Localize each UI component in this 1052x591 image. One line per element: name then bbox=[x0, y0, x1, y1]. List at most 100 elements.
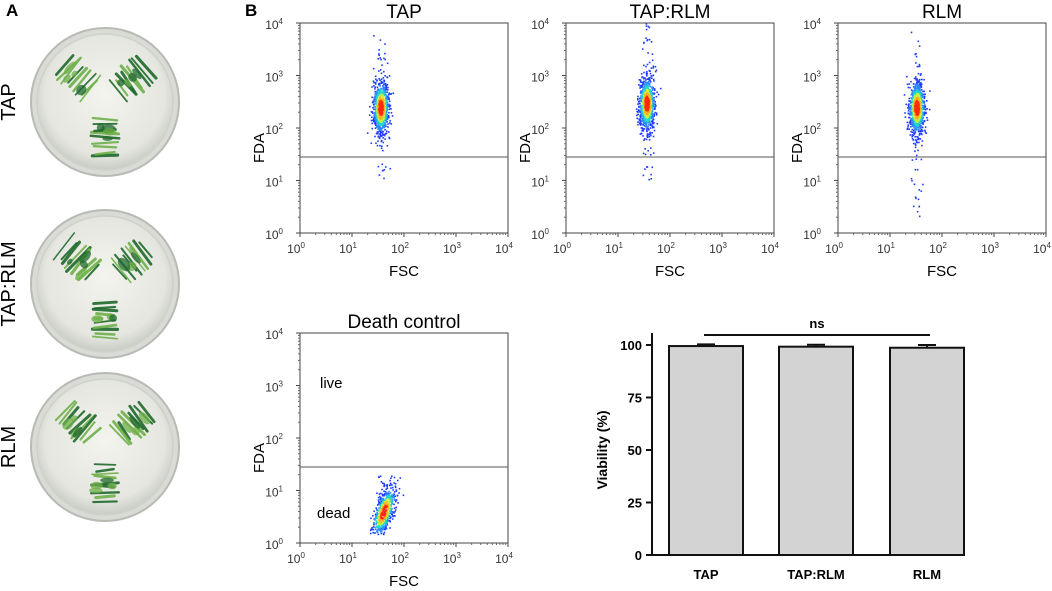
scatter-point bbox=[376, 511, 378, 514]
scatter-point bbox=[385, 519, 387, 522]
scatter-point bbox=[642, 94, 645, 96]
scatter-point bbox=[919, 74, 922, 76]
scatter-point bbox=[654, 70, 657, 73]
scatter-point bbox=[377, 94, 380, 96]
x-tick-label: 101 bbox=[605, 241, 623, 256]
x-tick-exponent: 3 bbox=[722, 241, 727, 250]
scatter-point bbox=[385, 504, 388, 506]
gate-label-dead: dead bbox=[317, 505, 350, 522]
scatter-point bbox=[646, 103, 648, 106]
scatter-point bbox=[382, 526, 384, 529]
scatter-point bbox=[385, 513, 387, 516]
scatter-point bbox=[639, 96, 642, 99]
scatter-point bbox=[914, 135, 916, 138]
scatter-point bbox=[375, 124, 377, 126]
x-tick-label: 104 bbox=[495, 241, 513, 256]
scatter-point bbox=[647, 87, 650, 89]
algae-streak bbox=[120, 247, 143, 276]
scatter-point bbox=[395, 489, 398, 491]
scatter-point bbox=[371, 127, 373, 130]
scatter-point bbox=[394, 509, 397, 511]
algae-colony bbox=[102, 136, 113, 141]
scatter-point bbox=[917, 126, 920, 129]
scatter-point bbox=[383, 80, 385, 83]
scatter-point bbox=[916, 107, 918, 109]
scatter-point bbox=[914, 168, 917, 171]
scatter-point bbox=[923, 93, 925, 96]
scatter-point bbox=[653, 126, 655, 129]
scatter-point bbox=[652, 65, 655, 68]
algae-streak bbox=[68, 66, 89, 89]
scatter-point bbox=[380, 112, 383, 114]
scatter-point bbox=[640, 90, 642, 92]
scatter-point bbox=[381, 134, 383, 137]
scatter-point bbox=[391, 484, 393, 486]
scatter-point bbox=[650, 116, 653, 118]
scatter-point bbox=[384, 84, 387, 87]
scatter-point bbox=[916, 138, 919, 140]
scatter-point bbox=[919, 93, 921, 96]
x-category-label: TAP bbox=[693, 567, 718, 582]
scatter-point bbox=[391, 503, 393, 505]
algae-streak bbox=[92, 300, 118, 306]
scatter-point bbox=[384, 138, 386, 140]
scatter-point bbox=[643, 64, 645, 67]
scatter-point bbox=[643, 97, 646, 100]
scatter-point bbox=[652, 106, 655, 108]
scatter-point bbox=[389, 167, 392, 170]
scatter-point bbox=[650, 173, 652, 176]
scatter-point bbox=[643, 41, 645, 44]
scatter-point bbox=[381, 512, 384, 514]
scatter-point bbox=[373, 522, 375, 525]
scatter-point bbox=[374, 112, 376, 115]
scatter-point bbox=[374, 81, 377, 84]
scatter-point bbox=[372, 526, 375, 528]
x-axis-label: FSC bbox=[927, 263, 957, 280]
scatter-point bbox=[385, 488, 388, 490]
scatter-point bbox=[656, 91, 658, 93]
scatter-point bbox=[645, 28, 648, 31]
algae-streak-sector bbox=[90, 300, 120, 340]
scatter-point bbox=[388, 103, 390, 106]
scatter-point bbox=[379, 512, 382, 515]
scatter-point bbox=[904, 116, 907, 118]
scatter-point bbox=[647, 96, 650, 99]
scatter-point bbox=[640, 95, 642, 97]
scatter-point bbox=[908, 116, 911, 119]
scatter-point bbox=[380, 140, 383, 143]
scatter-point bbox=[646, 73, 648, 75]
scatter-point bbox=[646, 114, 648, 117]
y-tick-base: 10 bbox=[265, 486, 279, 500]
scatter-point bbox=[375, 142, 377, 144]
scatter-point bbox=[649, 85, 652, 88]
x-tick-base: 10 bbox=[877, 242, 891, 256]
scatter-point bbox=[914, 131, 917, 133]
scatter-point bbox=[646, 39, 649, 41]
scatter-point bbox=[643, 71, 645, 74]
scatter-point bbox=[380, 91, 382, 94]
scatter-point bbox=[391, 115, 394, 117]
scatter-point bbox=[377, 127, 380, 130]
algae-streak bbox=[92, 323, 118, 330]
y-tick-label: 101 bbox=[531, 175, 549, 190]
scatter-point bbox=[378, 53, 380, 55]
x-tick-label: 103 bbox=[443, 551, 461, 566]
scatter-point bbox=[382, 97, 384, 99]
scatter-point bbox=[921, 107, 924, 109]
scatter-point bbox=[646, 86, 649, 89]
scatter-point bbox=[647, 127, 649, 130]
y-tick-base: 10 bbox=[265, 176, 279, 190]
scatter-point bbox=[388, 502, 390, 505]
scatter-point bbox=[387, 89, 389, 91]
algae-streak bbox=[91, 116, 119, 122]
scatter-point bbox=[648, 38, 651, 41]
scatter-point bbox=[392, 493, 395, 495]
scatter-point bbox=[918, 105, 921, 108]
scatter-point bbox=[642, 87, 645, 89]
scatter-point bbox=[387, 511, 389, 514]
petri-dish bbox=[30, 209, 180, 359]
scatter-point bbox=[639, 79, 642, 81]
scatter-point bbox=[646, 128, 648, 130]
scatter-point bbox=[646, 133, 649, 135]
scatter-point bbox=[913, 107, 916, 109]
